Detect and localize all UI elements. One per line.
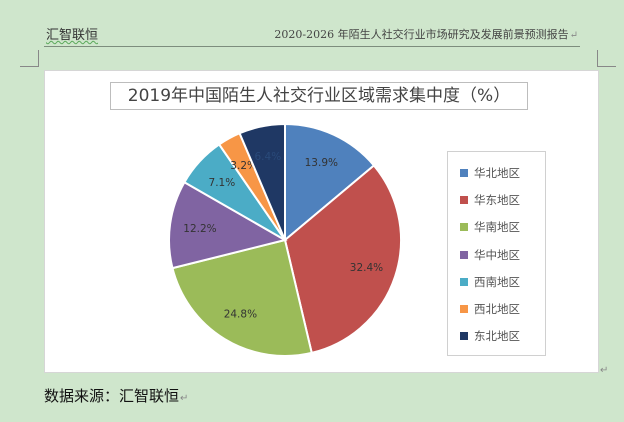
pie-slice-3[interactable] — [171, 238, 313, 357]
legend-label: 东北地区 — [474, 329, 520, 344]
chart-legend: 华北地区华东地区华南地区华中地区西南地区西北地区东北地区 — [447, 151, 546, 356]
legend-item-6: 西北地区 — [448, 295, 545, 322]
pie-label-7: 6.4% — [255, 151, 282, 163]
header-brand: 汇智联恒 — [46, 28, 99, 43]
header-rule — [44, 46, 580, 47]
paragraph-mark: ↵ — [600, 365, 609, 376]
legend-label: 华南地区 — [474, 220, 520, 235]
legend-swatch — [460, 168, 468, 177]
pie-label-1: 13.9% — [305, 157, 338, 169]
legend-swatch — [460, 223, 468, 232]
pie-label-3: 24.8% — [224, 308, 257, 320]
legend-label: 西北地区 — [474, 302, 520, 317]
pie-slice-4[interactable] — [168, 180, 288, 270]
pie-slice-7[interactable] — [238, 122, 286, 241]
legend-item-1: 华北地区 — [448, 159, 545, 186]
crop-mark-right — [597, 50, 616, 67]
legend-label: 华北地区 — [474, 165, 520, 180]
pie-label-5: 7.1% — [209, 177, 236, 189]
legend-label: 华中地区 — [474, 247, 520, 262]
pie-label-2: 32.4% — [350, 262, 383, 274]
legend-swatch — [460, 277, 468, 286]
legend-swatch — [460, 250, 468, 259]
legend-item-7: 东北地区 — [448, 323, 545, 350]
header-report-title: 2020-2026 年陌生人社交行业市场研究及发展前景预测报告↵ — [274, 28, 578, 41]
data-source: 数据来源：汇智联恒↵ — [44, 387, 189, 405]
legend-item-4: 华中地区 — [448, 241, 545, 268]
legend-swatch — [460, 195, 468, 204]
pie-label-4: 12.2% — [183, 223, 216, 235]
chart-title: 2019年中国陌生人社交行业区域需求集中度（%） — [110, 82, 528, 110]
legend-swatch — [460, 305, 468, 314]
pie-slice-2[interactable] — [283, 164, 402, 355]
legend-swatch — [460, 332, 468, 341]
legend-label: 华东地区 — [474, 192, 520, 207]
legend-label: 西南地区 — [474, 274, 520, 289]
pie-label-6: 3.2% — [230, 160, 257, 172]
legend-item-3: 华南地区 — [448, 214, 545, 241]
legend-item-5: 西南地区 — [448, 268, 545, 295]
legend-item-2: 华东地区 — [448, 186, 545, 213]
crop-mark-left — [20, 50, 39, 67]
pie-slice-1[interactable] — [284, 122, 376, 243]
